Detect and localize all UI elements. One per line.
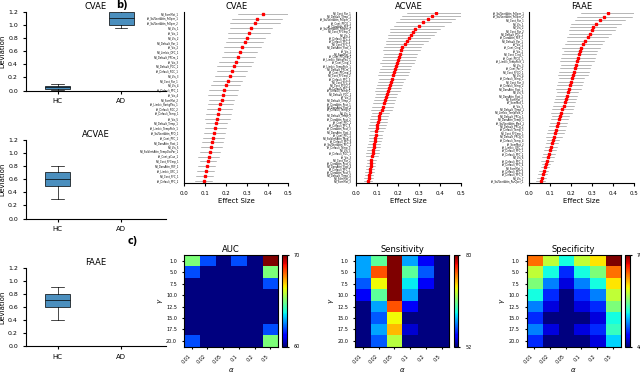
Y-axis label: $\gamma$: $\gamma$ xyxy=(499,298,508,304)
Text: c): c) xyxy=(127,236,138,246)
Title: AUC: AUC xyxy=(222,245,240,254)
Title: Sensitivity: Sensitivity xyxy=(380,245,424,254)
X-axis label: $\alpha$: $\alpha$ xyxy=(570,366,577,374)
Y-axis label: $\gamma$: $\gamma$ xyxy=(156,298,164,304)
Title: ACVAE: ACVAE xyxy=(82,130,109,139)
X-axis label: Effect Size: Effect Size xyxy=(390,198,427,204)
Y-axis label: Deviation: Deviation xyxy=(0,34,5,68)
Title: CVAE: CVAE xyxy=(225,2,247,11)
Y-axis label: Deviation: Deviation xyxy=(0,162,5,196)
Y-axis label: Deviation: Deviation xyxy=(0,290,5,324)
Text: b): b) xyxy=(116,0,127,10)
Title: FAAE: FAAE xyxy=(85,258,106,267)
PathPatch shape xyxy=(109,0,134,50)
PathPatch shape xyxy=(45,294,70,307)
X-axis label: $\alpha$: $\alpha$ xyxy=(228,366,234,374)
X-axis label: Effect Size: Effect Size xyxy=(218,198,255,204)
Title: CVAE: CVAE xyxy=(85,2,107,11)
PathPatch shape xyxy=(45,172,70,186)
Title: ACVAE: ACVAE xyxy=(395,2,422,11)
Title: FAAE: FAAE xyxy=(571,2,592,11)
Y-axis label: $\gamma$: $\gamma$ xyxy=(327,298,336,304)
X-axis label: $\alpha$: $\alpha$ xyxy=(399,366,406,374)
Title: Specificity: Specificity xyxy=(552,245,595,254)
PathPatch shape xyxy=(45,86,70,89)
PathPatch shape xyxy=(109,12,134,25)
X-axis label: Effect Size: Effect Size xyxy=(563,198,600,204)
